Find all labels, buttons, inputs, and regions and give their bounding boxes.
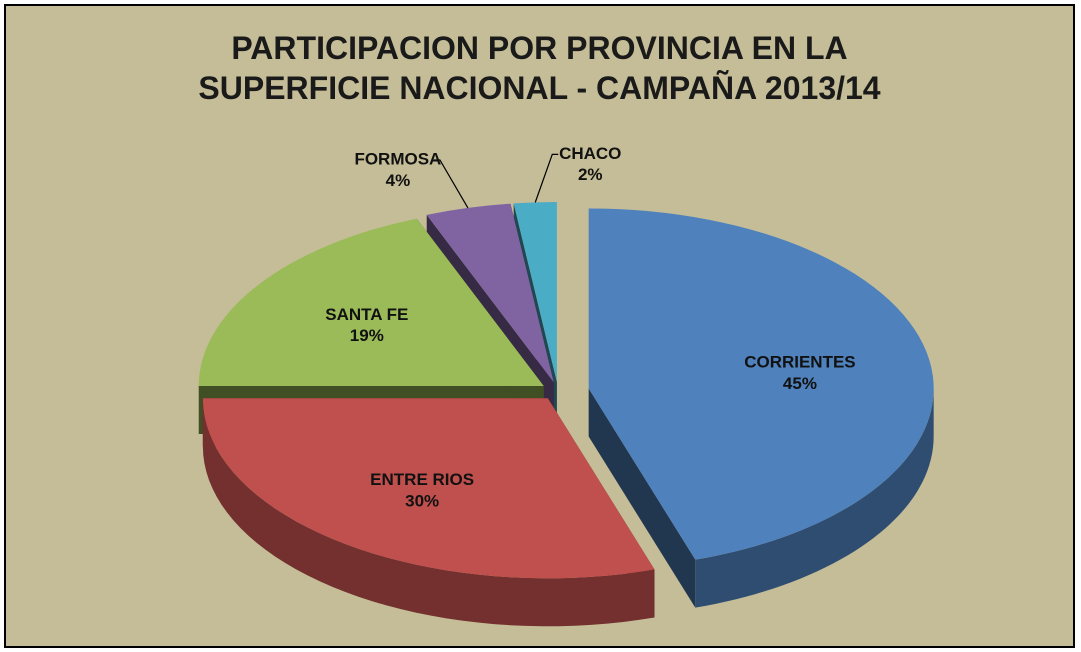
data-label: CHACO 2% [559,144,621,184]
category-label: CHACO [559,144,621,163]
data-label: CORRIENTES 45% [744,353,855,393]
leader-line [534,153,559,203]
value-label: 45% [783,374,817,393]
leader-line [433,159,469,209]
slice-side [695,388,934,608]
category-label: CORRIENTES [744,353,855,372]
category-label: ENTRE RIOS [370,470,474,489]
category-label: SANTA FE [325,305,408,324]
value-label: 19% [350,326,384,345]
value-label: 30% [405,491,439,510]
slice [426,203,554,383]
chart-title: PARTICIPACION POR PROVINCIA EN LA SUPERF… [198,30,881,106]
category-label: FORMOSA [354,150,441,169]
value-label: 4% [386,171,411,190]
chart-frame: PARTICIPACION POR PROVINCIA EN LA SUPERF… [4,4,1075,648]
slice-side [202,398,655,627]
data-label: ENTRE RIOS 30% [370,470,474,510]
slice [513,202,557,383]
value-label: 2% [578,165,603,184]
slice-side [588,388,696,608]
data-label: FORMOSA 4% [354,150,441,190]
slice [588,208,934,560]
data-label: SANTA FE 19% [325,305,408,345]
chart: CORRIENTES 45% ENTRE RIOS 30% SANTA FE 19% FOR… [198,144,934,627]
slice [198,218,544,386]
slice [202,398,655,579]
